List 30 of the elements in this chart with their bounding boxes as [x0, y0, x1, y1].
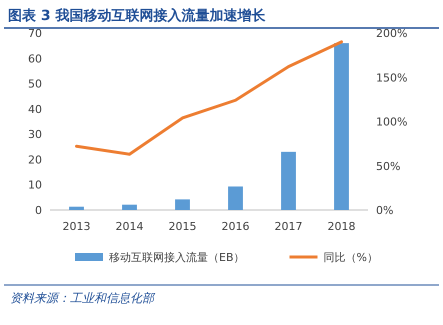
y-tick-label: 20 [28, 153, 42, 166]
y2-tick-label: 50% [376, 160, 400, 173]
y-tick-label: 30 [28, 128, 42, 142]
y-tick-label: 10 [28, 178, 42, 192]
x-tick-label: 2015 [168, 220, 196, 233]
line-series [75, 40, 343, 156]
bar [175, 199, 190, 210]
x-tick-label: 2016 [222, 220, 250, 233]
y-tick-label: 60 [28, 52, 42, 66]
y-tick-label: 0 [35, 204, 42, 217]
chart-title: 图表 3 我国移动互联网接入流量加速增长 [8, 7, 266, 24]
legend-label: 同比（%） [324, 251, 378, 264]
x-tick-label: 2018 [328, 220, 356, 233]
x-tick-label: 2017 [274, 220, 302, 233]
y-tick-label: 70 [28, 27, 42, 40]
x-tick-label: 2014 [116, 220, 144, 233]
x-tick-label: 2013 [62, 220, 90, 233]
text: 资料来源：工业和信息化部 [10, 291, 156, 305]
y2-tick-label: 200% [376, 27, 408, 40]
bar [69, 206, 84, 210]
y-tick-label: 40 [28, 102, 42, 116]
y2-tick-label: 100% [376, 116, 408, 128]
bar [228, 186, 243, 210]
bar [122, 204, 137, 210]
y2-tick-label: 150% [376, 71, 408, 84]
y-tick-label: 50 [28, 78, 42, 91]
bar [334, 43, 349, 210]
legend-label: 移动互联网接入流量（EB） [109, 251, 244, 264]
y2-tick-label: 0% [376, 204, 394, 217]
bar [281, 152, 296, 210]
